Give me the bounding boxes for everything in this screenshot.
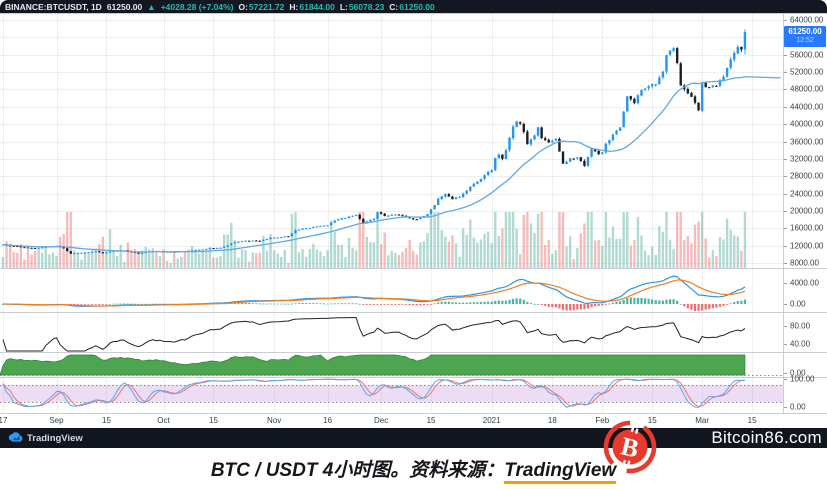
tradingview-watermark-label: TradingView [27,432,83,444]
change-arrow-icon: ▲ [147,1,156,12]
bitcoin86-brand-label: Bitcoin86.com [711,428,822,447]
high-value: 61844.00 [299,1,335,12]
tradingview-watermark: TradingView [8,432,83,444]
last-price-tag-value: 61250.00 [788,27,822,36]
close-label: C: [389,1,399,12]
close-value: 61250.00 [399,1,435,12]
change-text: +4028.28 (+7.04%) [160,1,234,12]
open-label: O: [238,1,248,12]
tradingview-logo-icon [8,432,23,442]
bottom-brand-bar: TradingView Bitcoin86.com [0,428,827,448]
open-value: 57221.72 [248,1,285,12]
chart-legend-bar: BINANCE:BTCUSDT, 1D 61250.00 ▲ +4028.28 … [0,0,827,13]
last-price-text: 61250.00 [106,1,143,12]
bar-countdown: 12:52 [796,37,814,44]
price-chart-canvas[interactable] [0,0,827,428]
caption-source-link[interactable]: TradingView [504,460,617,484]
svg-text:B: B [618,431,642,463]
caption-text: BTC / USDT 4小时图。资料来源：TradingView [210,455,617,484]
last-price-tag: 61250.00 12:52 [784,26,826,47]
high-label: H: [289,1,299,12]
low-value: 56078.23 [348,1,385,12]
caption-bar: BTC / USDT 4小时图。资料来源：TradingView [0,448,827,489]
bitcoin86-logo-icon: B [603,420,657,474]
symbol-label: BINANCE:BTCUSDT, 1D [5,1,102,12]
low-label: L: [339,1,348,12]
caption-prefix: BTC / USDT 4小时图。资料来源： [210,460,505,481]
